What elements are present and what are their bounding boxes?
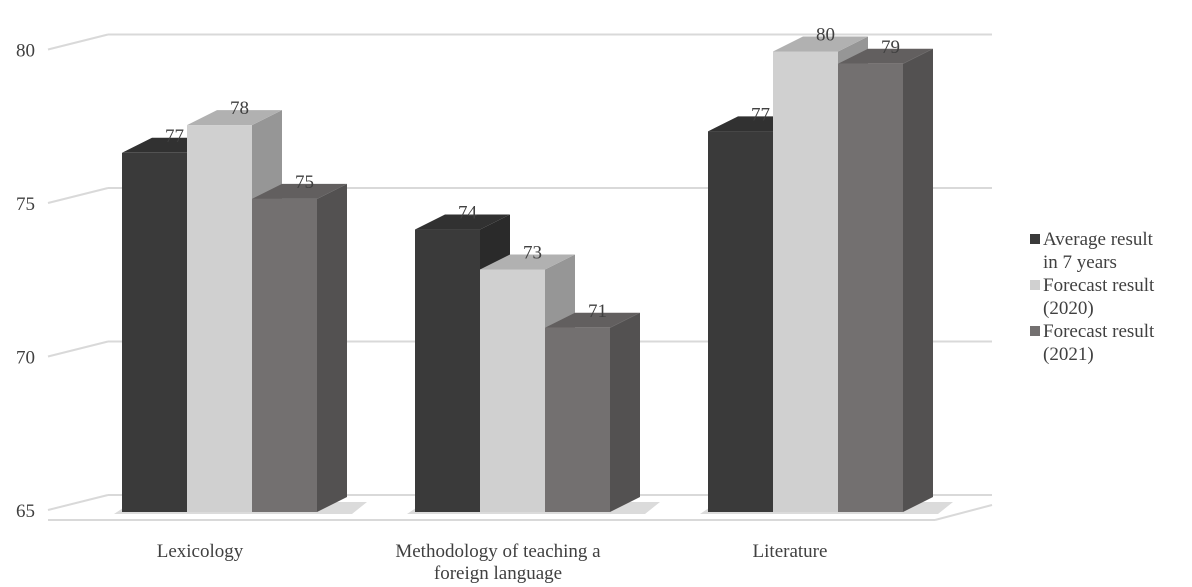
legend-item: Forecast result (2020) bbox=[1030, 274, 1192, 320]
legend-label: Forecast result bbox=[1043, 321, 1155, 342]
gridline-side bbox=[47, 33, 109, 51]
x-category-label: Lexicology bbox=[157, 541, 244, 562]
data-label: 71 bbox=[588, 301, 607, 322]
legend-swatch bbox=[1030, 326, 1040, 336]
bar-top bbox=[773, 36, 868, 52]
chart-legend: Average result in 7 years Forecast result(… bbox=[1030, 228, 1192, 366]
bar-top bbox=[415, 214, 510, 230]
y-tick-label: 70 bbox=[16, 348, 35, 369]
bar-side bbox=[317, 183, 347, 513]
legend-label: Forecast result bbox=[1043, 275, 1155, 296]
bar bbox=[480, 269, 545, 512]
legend-swatch bbox=[1030, 280, 1040, 290]
bar-top bbox=[545, 312, 640, 328]
bar bbox=[708, 131, 773, 512]
legend-label-line2: (2020) bbox=[1043, 298, 1094, 319]
y-tick-label: 65 bbox=[16, 501, 35, 522]
y-tick-label: 80 bbox=[16, 41, 35, 62]
bar-top bbox=[480, 254, 575, 270]
bar-top bbox=[838, 48, 933, 64]
data-label: 77 bbox=[751, 104, 770, 125]
bar-top bbox=[187, 110, 282, 126]
bar bbox=[838, 63, 903, 512]
bar bbox=[252, 198, 317, 513]
legend-label-line2: in 7 years bbox=[1043, 252, 1117, 273]
bar bbox=[415, 229, 480, 512]
data-label: 78 bbox=[230, 98, 249, 119]
y-tick-label: 75 bbox=[16, 194, 35, 215]
gridline-side bbox=[47, 494, 109, 511]
legend-item: Forecast result (2021) bbox=[1030, 320, 1192, 366]
gridline-side bbox=[47, 187, 109, 204]
bar bbox=[187, 125, 252, 513]
gridline-side bbox=[47, 340, 109, 358]
bar bbox=[773, 51, 838, 512]
data-label: 79 bbox=[881, 37, 900, 58]
bar-side bbox=[610, 312, 640, 512]
x-category-label: Methodology of teaching a foreign languag… bbox=[395, 541, 601, 584]
legend-label: Average result bbox=[1043, 229, 1153, 250]
legend-item: Average result in 7 years bbox=[1030, 228, 1192, 274]
bar bbox=[122, 152, 187, 512]
x-category-label: Literature bbox=[753, 541, 828, 562]
data-label: 73 bbox=[523, 242, 542, 263]
data-label: 77 bbox=[165, 126, 184, 147]
bar-top bbox=[252, 183, 347, 199]
legend-swatch bbox=[1030, 234, 1040, 244]
data-label: 74 bbox=[458, 203, 478, 224]
data-label: 80 bbox=[816, 25, 835, 46]
floor-edge-right bbox=[934, 504, 993, 521]
bar bbox=[545, 327, 610, 512]
legend-label-line2: (2021) bbox=[1043, 344, 1094, 365]
bar-side bbox=[903, 48, 933, 512]
data-label: 75 bbox=[295, 172, 314, 193]
